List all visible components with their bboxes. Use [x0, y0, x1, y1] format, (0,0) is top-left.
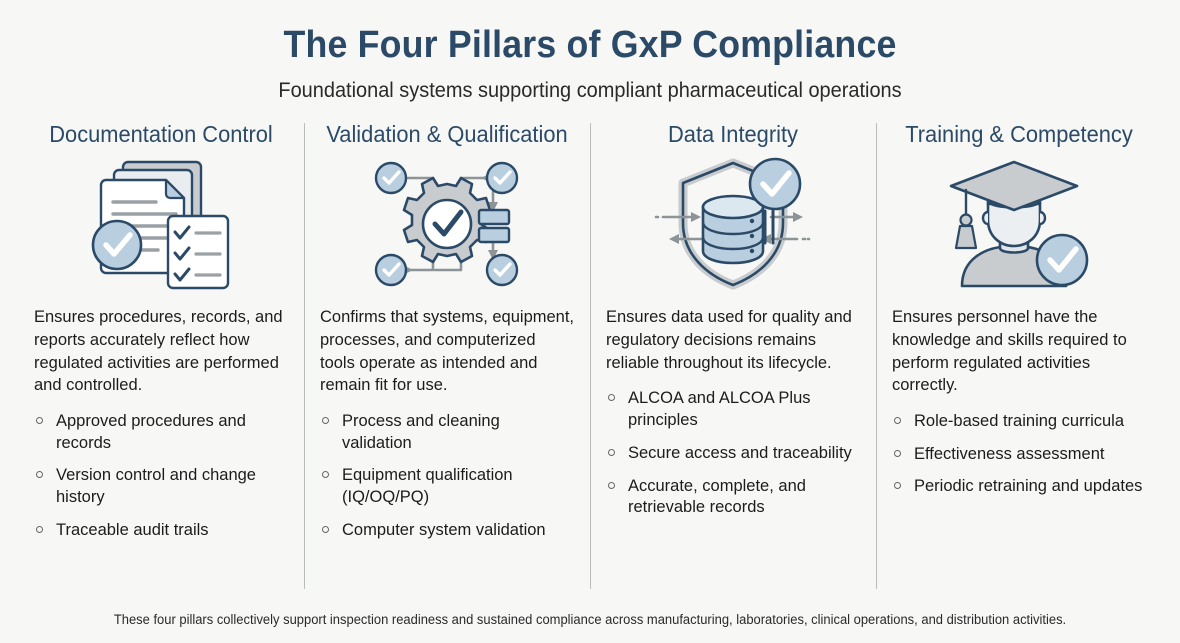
list-item: Equipment qualification (IQ/OQ/PQ) [320, 465, 574, 509]
pillar-bullets: Approved procedures and records Version … [34, 411, 288, 553]
pillar-title: Documentation Control [49, 120, 273, 147]
page-title: The Four Pillars of GxP Compliance [283, 24, 897, 66]
bullet-text: ALCOA and ALCOA Plus principles [628, 389, 811, 430]
bullet-text: Accurate, complete, and retrievable reco… [628, 476, 806, 517]
bullet-dot-icon [894, 449, 901, 457]
list-item: Traceable audit trails [34, 520, 288, 542]
bullet-dot-icon [36, 471, 43, 479]
pillar-title: Training & Competency [905, 120, 1133, 147]
pillar-training-competency: Training & Competency [876, 121, 1162, 602]
bullet-dot-icon [322, 525, 329, 533]
bullet-dot-icon [322, 416, 329, 424]
bullet-dot-icon [608, 448, 615, 456]
list-item: Approved procedures and records [34, 411, 288, 455]
bullet-text: Approved procedures and records [56, 411, 246, 452]
bullet-text: Computer system validation [342, 520, 546, 539]
bullet-dot-icon [894, 416, 901, 424]
bullet-text: Role-based training curricula [914, 411, 1125, 430]
list-item: Effectiveness assessment [892, 444, 1146, 466]
pillar-documentation-control: Documentation Control [18, 121, 304, 602]
list-item: Process and cleaning validation [320, 411, 574, 455]
pillar-title: Validation & Qualification [326, 120, 568, 147]
bullet-text: Periodic retraining and updates [914, 477, 1143, 496]
pillar-data-integrity: Data Integrity [590, 121, 876, 602]
pillar-bullets: Process and cleaning validation Equipmen… [320, 411, 574, 553]
bullet-text: Effectiveness assessment [914, 444, 1105, 463]
bullet-dot-icon [894, 482, 901, 490]
pillars-row: Documentation Control [0, 103, 1180, 602]
shield-database-icon [606, 154, 860, 294]
bullet-text: Equipment qualification (IQ/OQ/PQ) [342, 466, 513, 507]
documents-checklist-icon [34, 154, 288, 294]
bullet-text: Secure access and traceability [628, 443, 852, 462]
graduate-person-icon [892, 154, 1146, 294]
bullet-dot-icon [608, 394, 615, 402]
list-item: Computer system validation [320, 520, 574, 542]
pillar-bullets: ALCOA and ALCOA Plus principles Secure a… [606, 388, 860, 530]
list-item: Role-based training curricula [892, 411, 1146, 433]
page-subtitle: Foundational systems supporting complian… [278, 78, 902, 102]
pillar-title: Data Integrity [668, 120, 798, 147]
list-item: Periodic retraining and updates [892, 476, 1146, 498]
gear-workflow-icon [320, 154, 574, 294]
pillar-description: Ensures personnel have the knowledge and… [892, 308, 1127, 395]
bullet-dot-icon [36, 416, 43, 424]
bullet-text: Traceable audit trails [56, 520, 209, 539]
footer-note: These four pillars collectively support … [113, 612, 1067, 628]
pillar-description: Confirms that systems, equipment, proces… [320, 308, 575, 395]
list-item: Secure access and traceability [606, 443, 860, 465]
pillar-bullets: Role-based training curricula Effectiven… [892, 411, 1146, 509]
bullet-dot-icon [608, 481, 615, 489]
pillar-description: Ensures procedures, records, and reports… [34, 308, 283, 395]
bullet-text: Version control and change history [56, 466, 256, 507]
list-item: Version control and change history [34, 465, 288, 509]
pillar-description: Ensures data used for quality and regula… [606, 308, 852, 372]
pillar-validation-qualification: Validation & Qualification [304, 121, 590, 602]
list-item: ALCOA and ALCOA Plus principles [606, 388, 860, 432]
bullet-text: Process and cleaning validation [342, 411, 500, 452]
list-item: Accurate, complete, and retrievable reco… [606, 476, 860, 520]
bullet-dot-icon [36, 525, 43, 533]
bullet-dot-icon [322, 471, 329, 479]
footer: These four pillars collectively support … [0, 601, 1180, 643]
header: The Four Pillars of GxP Compliance Found… [0, 0, 1180, 103]
